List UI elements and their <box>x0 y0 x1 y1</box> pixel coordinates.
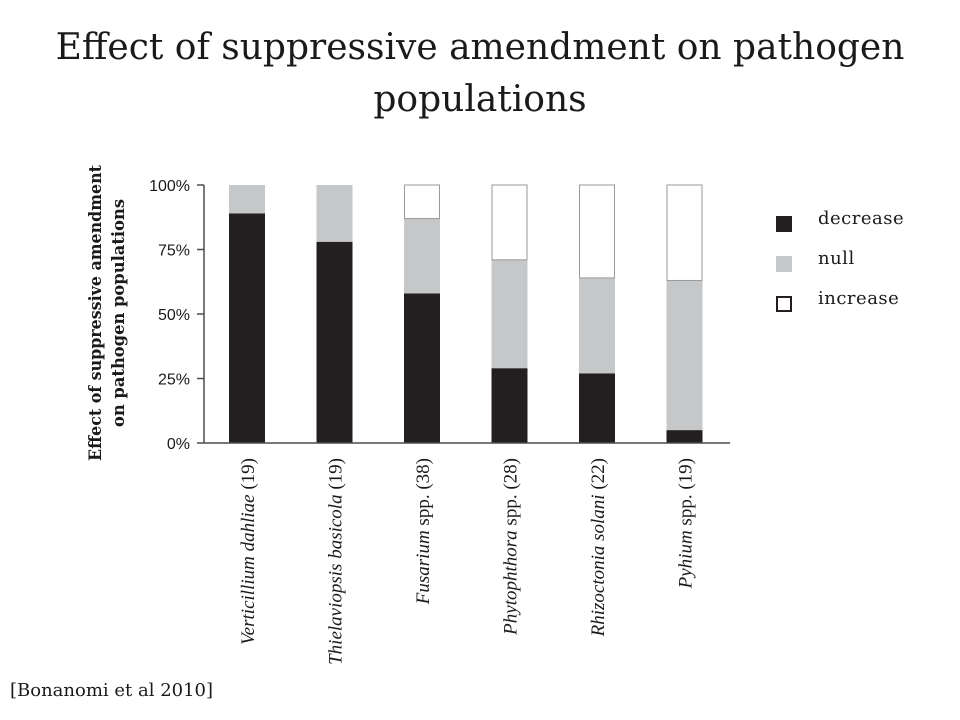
legend-label-increase: increase <box>818 288 900 309</box>
legend-label-decrease: decrease <box>818 208 905 229</box>
legend-label-null: null <box>818 248 855 269</box>
bar-segment-decrease <box>229 213 265 443</box>
legend-swatch-decrease <box>776 216 792 232</box>
bar-segment-null <box>491 259 528 369</box>
bar-segment-increase <box>666 184 703 281</box>
x-tick-label: Pyhium spp. (19) <box>676 458 697 589</box>
bar-segment-increase <box>491 184 528 261</box>
y-tick-label: 100% <box>149 178 190 195</box>
y-axis-label: Effect of suppressive amendment <box>86 165 106 461</box>
bar-segment-null <box>579 277 615 374</box>
x-tick-label: Fusarium spp. (38) <box>413 458 434 605</box>
x-tick-label: Phytophthora spp. (28) <box>501 458 522 636</box>
bar-segment-decrease <box>404 293 440 443</box>
legend-swatch-null <box>776 256 792 272</box>
bar-segment-decrease <box>666 430 703 443</box>
bar-segment-increase <box>404 184 440 220</box>
citation: [Bonanomi et al 2010] <box>10 680 214 701</box>
slide-title: Effect of suppressive amendment on patho… <box>55 27 905 120</box>
bar-segment-decrease <box>579 373 615 443</box>
x-tick-label: Rhizoctonia solani (22) <box>588 458 609 637</box>
bar-segment-decrease <box>491 368 528 443</box>
bar-segment-null <box>229 185 265 214</box>
y-tick-label: 75% <box>158 243 190 260</box>
y-tick-label: 50% <box>158 307 190 324</box>
y-tick-label: 25% <box>158 372 190 389</box>
bar-segment-null <box>404 218 440 294</box>
x-tick-label: Verticillium dahliae (19) <box>238 458 259 645</box>
bar-segment-null <box>666 280 703 431</box>
y-axis-ticks: 0% 25% 50% 75% 100% <box>149 178 204 453</box>
bar-segment-decrease <box>316 241 353 443</box>
x-tick-label: Thielaviopsis basicola (19) <box>326 458 347 665</box>
legend-swatch-increase <box>776 296 792 312</box>
bars <box>229 184 703 443</box>
y-tick-label: 0% <box>167 436 190 453</box>
y-axis-label-line-2: on pathogen populations <box>109 199 129 427</box>
x-axis-labels: Verticillium dahliae (19) Thielaviopsis b… <box>238 458 697 665</box>
bar-segment-null <box>316 185 353 242</box>
bar-segment-increase <box>579 184 615 279</box>
